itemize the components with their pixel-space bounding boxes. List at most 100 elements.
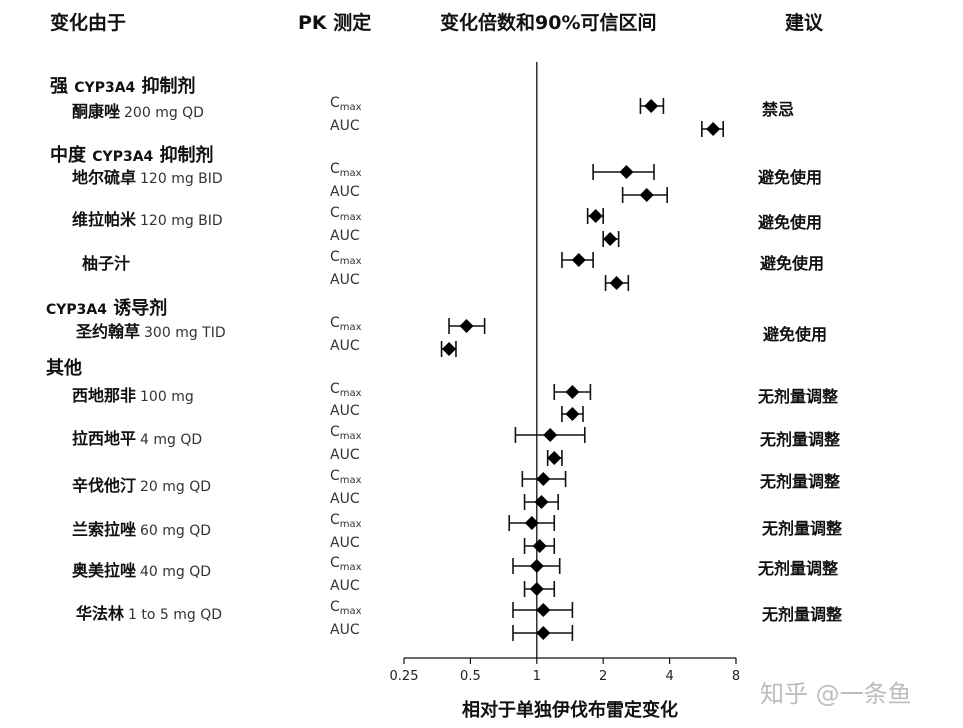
x-tick-label: 1 <box>533 669 541 684</box>
group-suffix: 抑制剂 <box>159 145 214 166</box>
pk-cmax-c: C <box>330 599 340 615</box>
drug-name: 奥美拉唑 <box>72 561 137 580</box>
header-change-by: 变化由于 <box>50 12 127 34</box>
group-prefix: 其他 <box>46 358 82 379</box>
advice-text: 无剂量调整 <box>760 472 841 491</box>
point-estimate <box>706 122 721 136</box>
pk-auc-label: AUC <box>330 535 360 551</box>
point-estimate <box>536 626 551 640</box>
drug-label: 地尔硫卓 120 mg BID <box>72 164 223 188</box>
advice-text: 无剂量调整 <box>762 605 843 624</box>
pk-cmax-c: C <box>330 381 340 397</box>
point-estimate <box>547 451 562 465</box>
group-prefix: 中度 <box>50 145 86 166</box>
pk-auc-label: AUC <box>330 403 360 419</box>
drug-label: 酮康唑 200 mg QD <box>72 98 204 122</box>
pk-cmax-c: C <box>330 315 340 331</box>
drug-label: 奥美拉唑 40 mg QD <box>72 557 211 581</box>
advice-text: 无剂量调整 <box>760 430 841 449</box>
drug-dose: 40 mg QD <box>140 564 212 580</box>
drug-name: 维拉帕米 <box>72 210 137 229</box>
pk-auc-label: AUC <box>330 228 360 244</box>
pk-cmax-sub: max <box>339 102 362 113</box>
pk-auc-label: AUC <box>330 338 360 354</box>
pk-cmax-c: C <box>330 424 340 440</box>
drug-label: 兰索拉唑 60 mg QD <box>72 516 211 540</box>
x-tick-label: 8 <box>732 669 740 684</box>
drug-label: 圣约翰草 300 mg TID <box>76 318 226 342</box>
pk-cmax-c: C <box>330 249 340 265</box>
group-moderate-inhibitor: 中度 CYP3A4 抑制剂 <box>50 141 214 167</box>
drug-dose: 60 mg QD <box>140 523 212 539</box>
advice-text: 禁忌 <box>762 100 795 119</box>
drug-name: 拉西地平 <box>72 429 137 448</box>
pk-cmax-sub: max <box>339 519 362 530</box>
drug-name: 地尔硫卓 <box>72 168 137 187</box>
advice-text: 避免使用 <box>760 254 825 273</box>
drug-dose: 4 mg QD <box>140 432 203 448</box>
pk-cmax-label: Cmax <box>330 161 362 179</box>
header-advice: 建议 <box>785 12 824 34</box>
pk-auc-label: AUC <box>330 118 360 134</box>
drug-dose: 20 mg QD <box>140 479 212 495</box>
drug-dose: 200 mg QD <box>124 105 204 121</box>
drug-label: 华法林 1 to 5 mg QD <box>76 600 222 624</box>
pk-cmax-label: Cmax <box>330 512 362 530</box>
advice-text: 无剂量调整 <box>758 387 839 406</box>
pk-auc-label: AUC <box>330 184 360 200</box>
advice-text: 避免使用 <box>758 168 823 187</box>
pk-cmax-c: C <box>330 512 340 528</box>
pk-cmax-c: C <box>330 555 340 571</box>
group-enzyme: CYP3A4 <box>74 80 136 96</box>
advice-text: 避免使用 <box>758 213 823 232</box>
pk-cmax-label: Cmax <box>330 424 362 442</box>
pk-auc-label: AUC <box>330 447 360 463</box>
pk-cmax-label: Cmax <box>330 95 362 113</box>
drug-dose: 120 mg BID <box>140 171 223 187</box>
drug-dose: 300 mg TID <box>144 325 226 341</box>
pk-cmax-sub: max <box>339 322 362 333</box>
point-estimate <box>536 603 551 617</box>
advice-text: 无剂量调整 <box>758 559 839 578</box>
point-estimate <box>529 582 544 596</box>
point-estimate <box>536 472 551 486</box>
group-strong-inhibitor: 强 CYP3A4 抑制剂 <box>50 72 196 98</box>
drug-dose: 120 mg BID <box>140 213 223 229</box>
advice-text: 无剂量调整 <box>762 519 843 538</box>
group-inducer: CYP3A4 诱导剂 <box>46 294 167 320</box>
drug-name: 华法林 <box>76 604 125 623</box>
drug-name: 圣约翰草 <box>76 322 141 341</box>
point-estimate <box>529 559 544 573</box>
pk-cmax-label: Cmax <box>330 249 362 267</box>
pk-cmax-c: C <box>330 468 340 484</box>
pk-cmax-sub: max <box>339 562 362 573</box>
group-other: 其他 <box>46 354 82 380</box>
point-estimate <box>588 209 603 223</box>
pk-cmax-c: C <box>330 95 340 111</box>
point-estimate <box>459 319 474 333</box>
point-estimate <box>609 276 624 290</box>
pk-cmax-sub: max <box>339 606 362 617</box>
drug-name: 酮康唑 <box>72 102 121 121</box>
pk-cmax-label: Cmax <box>330 599 362 617</box>
pk-cmax-sub: max <box>339 388 362 399</box>
pk-cmax-c: C <box>330 205 340 221</box>
drug-name: 西地那非 <box>72 386 137 405</box>
drug-label: 辛伐他汀 20 mg QD <box>72 472 211 496</box>
drug-dose: 100 mg <box>140 389 194 405</box>
pk-cmax-label: Cmax <box>330 555 362 573</box>
point-estimate <box>565 385 580 399</box>
point-estimate <box>534 495 549 509</box>
point-estimate <box>619 165 634 179</box>
x-axis-label: 相对于单独伊伐布雷定变化 <box>462 700 678 721</box>
pk-auc-label: AUC <box>330 578 360 594</box>
header-fold-change: 变化倍数和90%可信区间 <box>440 12 657 34</box>
advice-text: 避免使用 <box>763 325 828 344</box>
point-estimate <box>442 342 457 356</box>
x-tick-label: 4 <box>665 669 673 684</box>
x-tick-label: 0.25 <box>390 669 419 684</box>
pk-auc-label: AUC <box>330 622 360 638</box>
pk-cmax-label: Cmax <box>330 381 362 399</box>
pk-cmax-sub: max <box>339 168 362 179</box>
